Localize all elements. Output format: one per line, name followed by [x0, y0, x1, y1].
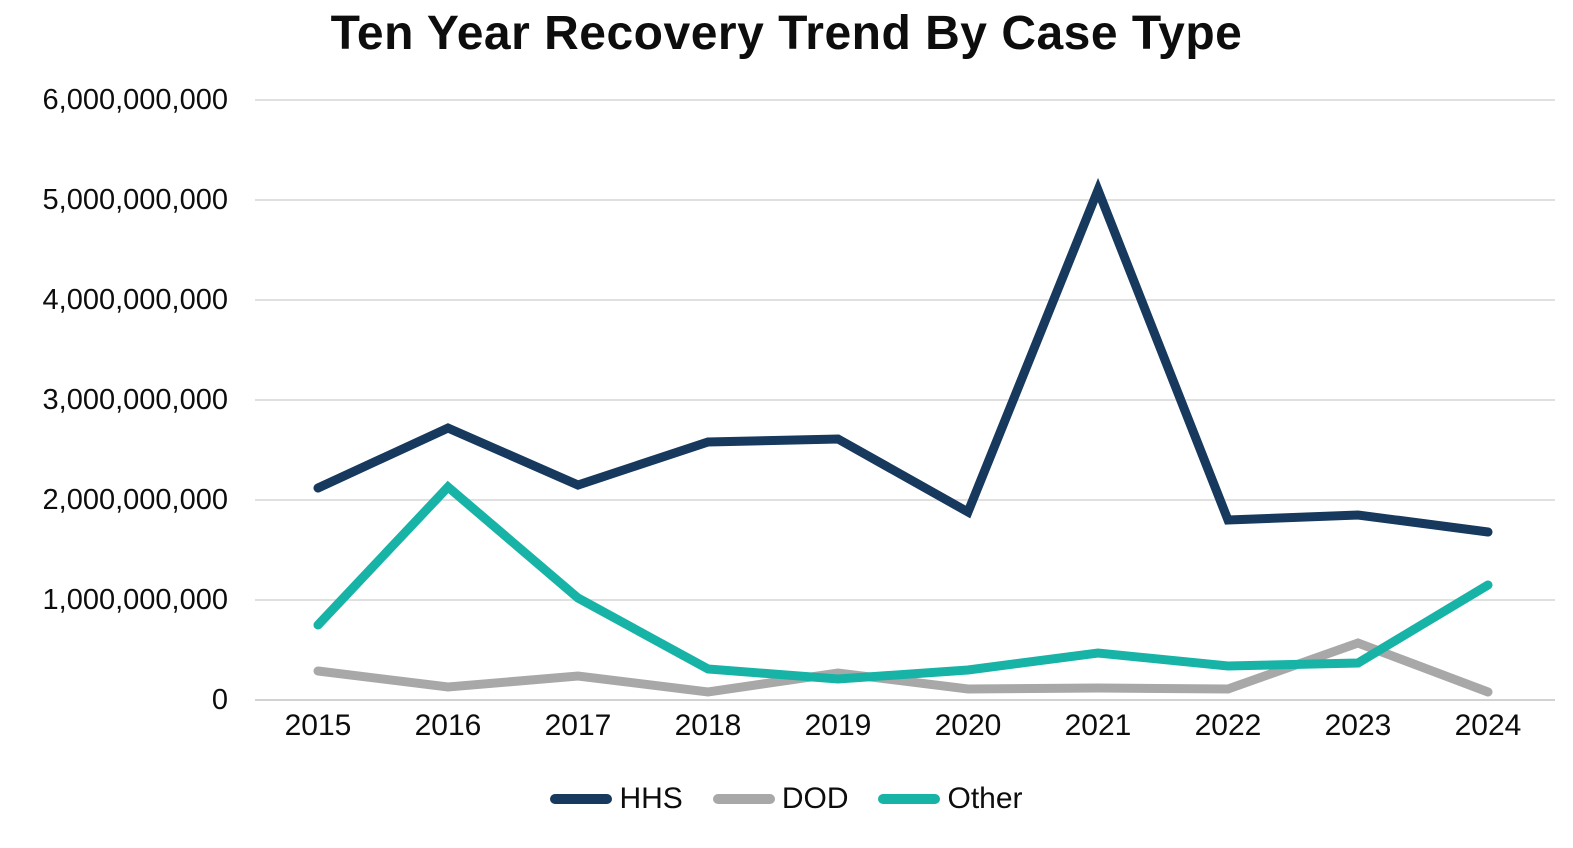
- x-tick-label: 2022: [1194, 709, 1262, 742]
- series-line-other: [313, 480, 1493, 684]
- series-line-hhs: [313, 177, 1493, 537]
- y-tick-label: 4,000,000,000: [42, 284, 228, 316]
- x-tick-label: 2018: [674, 709, 742, 742]
- legend-label: HHS: [619, 782, 683, 815]
- legend-item-other: Other: [878, 782, 1023, 816]
- legend-swatch-icon: [712, 794, 775, 804]
- x-tick-label: 2023: [1324, 709, 1392, 742]
- x-tick-label: 2016: [414, 709, 482, 742]
- legend-item-hhs: HHS: [550, 782, 683, 816]
- x-tick-label: 2015: [284, 709, 352, 742]
- x-tick-label: 2019: [804, 709, 872, 742]
- y-tick-label: 2,000,000,000: [42, 484, 228, 516]
- y-tick-label: 0: [211, 684, 228, 716]
- legend-swatch-icon: [550, 794, 613, 804]
- y-tick-label: 6,000,000,000: [42, 84, 228, 116]
- chart-title: Ten Year Recovery Trend By Case Type: [330, 7, 1243, 60]
- legend-label: Other: [947, 782, 1023, 815]
- legend-swatch-icon: [878, 794, 941, 804]
- y-tick-label: 5,000,000,000: [42, 184, 228, 216]
- x-tick-label: 2017: [544, 709, 612, 742]
- legend: HHS DOD Other: [0, 782, 1573, 816]
- legend-label: DOD: [781, 782, 849, 815]
- x-tick-label: 2021: [1064, 709, 1132, 742]
- y-tick-label: 1,000,000,000: [42, 584, 228, 616]
- y-tick-label: 3,000,000,000: [42, 384, 228, 416]
- x-tick-label: 2020: [934, 709, 1002, 742]
- legend-item-dod: DOD: [712, 782, 849, 816]
- x-tick-label: 2024: [1454, 709, 1522, 742]
